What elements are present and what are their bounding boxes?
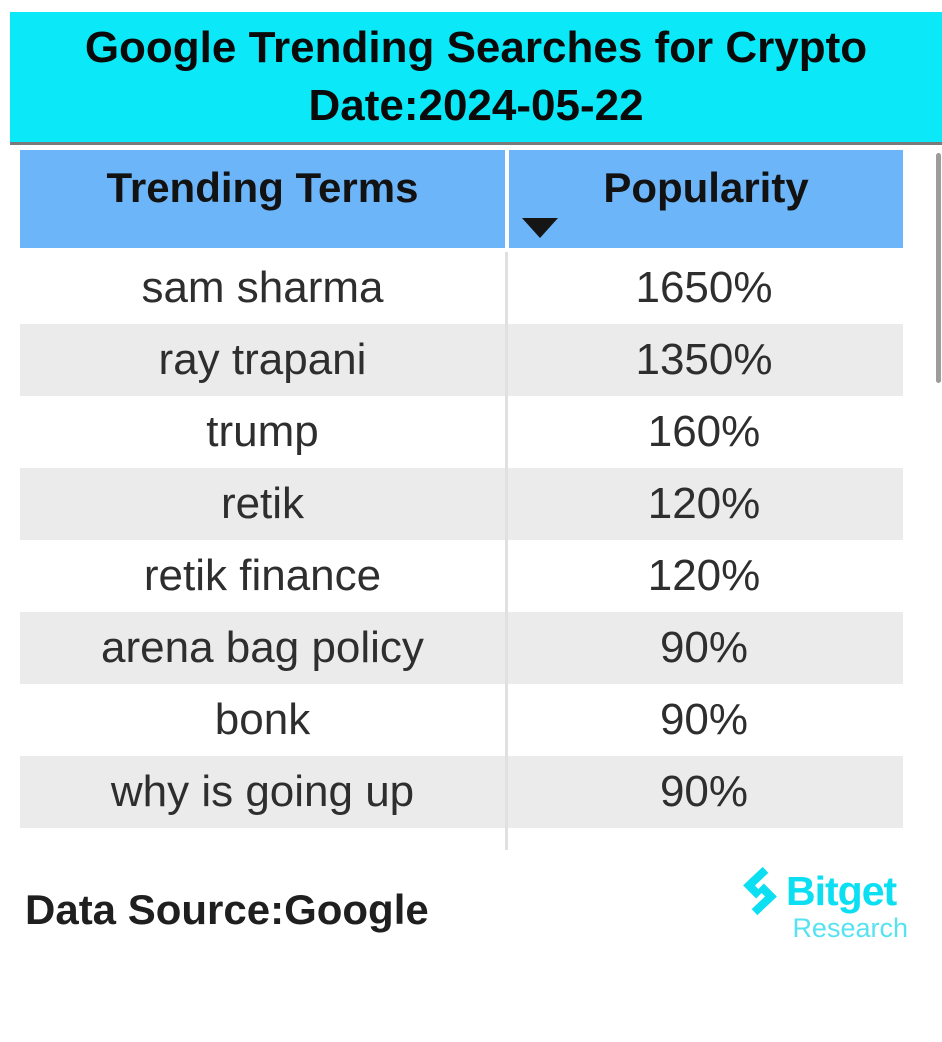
column-header-trending-terms[interactable]: Trending Terms (20, 150, 505, 248)
bitget-icon (743, 866, 777, 916)
table-row: why is going up 90% (20, 756, 903, 828)
table-row: retik finance 120% (20, 540, 903, 612)
term-cell: why is going up (110, 767, 415, 816)
term-cell: ray trapani (158, 335, 367, 384)
column-divider (505, 252, 508, 850)
table-row: ray trapani 1350% (20, 324, 903, 396)
table-row: arena bag policy 90% (20, 612, 903, 684)
data-source-label: Data Source:Google (25, 886, 429, 933)
column-header-label: Trending Terms (106, 164, 419, 211)
term-cell: retik (220, 479, 305, 528)
table-body: sam sharma 1650% ray trapani 1350% trump… (20, 252, 903, 828)
bitget-research-label: Research (792, 913, 908, 943)
term-cell: trump (206, 407, 319, 456)
popularity-cell: 90% (659, 623, 749, 672)
term-cell: retik finance (143, 551, 382, 600)
table-row: trump 160% (20, 396, 903, 468)
popularity-cell: 120% (647, 551, 761, 600)
sort-desc-icon (522, 218, 558, 238)
term-cell: sam sharma (141, 263, 384, 312)
column-header-popularity[interactable]: Popularity (509, 150, 903, 248)
popularity-cell: 90% (659, 767, 749, 816)
title-banner: Google Trending Searches for Crypto Date… (10, 12, 942, 145)
table-row: retik 120% (20, 468, 903, 540)
table-row: sam sharma 1650% (20, 252, 903, 324)
term-cell: bonk (214, 695, 311, 744)
table-row: bonk 90% (20, 684, 903, 756)
popularity-cell: 120% (647, 479, 761, 528)
bitget-research-logo: Bitget Research (738, 866, 910, 942)
popularity-cell: 160% (647, 407, 761, 456)
vertical-scrollbar-thumb[interactable] (936, 153, 941, 383)
bitget-wordmark: Bitget (786, 868, 897, 914)
popularity-cell: 1650% (635, 263, 773, 312)
popularity-cell: 90% (659, 695, 749, 744)
chart-title: Google Trending Searches for Crypto (84, 23, 868, 72)
term-cell: arena bag policy (101, 623, 424, 672)
popularity-cell: 1350% (635, 335, 773, 384)
column-header-label: Popularity (603, 164, 809, 211)
chart-date: Date:2024-05-22 (308, 81, 644, 130)
